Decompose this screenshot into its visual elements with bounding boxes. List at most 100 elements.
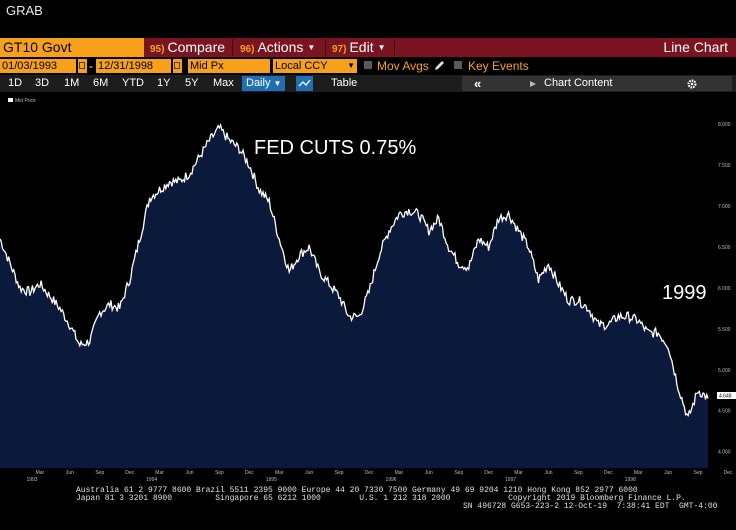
x-tick-month: Jun [664, 470, 672, 476]
gear-icon[interactable] [686, 78, 698, 90]
x-tick-month: Dec [245, 470, 254, 476]
x-tick-month: Jun [425, 470, 433, 476]
last-value-label: 4.648 [719, 394, 732, 400]
x-tick-month: Mar [395, 470, 404, 476]
x-tick-month: Jun [66, 470, 74, 476]
chevron-down-icon: ▼ [273, 79, 282, 88]
date-separator: - [89, 59, 93, 73]
footer-contacts-2: Japan 81 3 3201 8900 Singapore 65 6212 1… [76, 494, 686, 503]
x-tick-month: Dec [365, 470, 374, 476]
range-3d[interactable]: 3D [35, 77, 50, 89]
price-line [0, 122, 709, 417]
y-axis: 4.000 4.500 5.000 5.500 6.000 6.500 7.000 7.500… [718, 122, 731, 455]
start-date-field[interactable]: 01/03/1993 [0, 59, 76, 73]
x-tick-month: Sep [454, 470, 463, 476]
price-field-value: Mid Px [190, 60, 224, 72]
currency-value: Local CCY [275, 60, 328, 72]
y-tick-label: 4.500 [718, 409, 731, 415]
price-area [0, 122, 709, 468]
range-max[interactable]: Max [213, 77, 234, 89]
y-tick-label: 8.000 [718, 122, 731, 128]
chevron-down-icon: ▼ [377, 43, 386, 52]
range-5y[interactable]: 5Y [185, 77, 199, 89]
chart-content-icon [530, 81, 536, 87]
window-title: GRAB [6, 3, 43, 18]
edit-menu-number: 97) [332, 44, 347, 55]
price-chart[interactable]: Mid Price 4.000 4.500 5.000 5.500 6.000 6.500… [0, 92, 736, 484]
calendar-icon[interactable] [78, 59, 87, 73]
x-tick-month: Sep [215, 470, 224, 476]
frequency-value: Daily [246, 77, 271, 89]
x-axis: Mar Jun Sep Dec Mar Jun Sep Dec Mar Jun Sep Dec Mar J… [26, 470, 733, 483]
y-tick-label: 7.000 [718, 204, 731, 210]
legend-swatch [8, 98, 13, 102]
line-chart-icon[interactable] [296, 76, 313, 91]
table-button[interactable]: Table [331, 77, 358, 89]
y-tick-label: 7.500 [718, 163, 731, 169]
y-tick-label: 6.500 [718, 245, 731, 251]
range-1y[interactable]: 1Y [157, 77, 171, 89]
price-area-fill [0, 125, 708, 468]
x-tick-year: 1998 [625, 477, 636, 483]
frequency-select[interactable]: Daily ▼ [242, 76, 286, 91]
x-tick-month: Jun [544, 470, 552, 476]
y-tick-label: 5.500 [718, 327, 731, 333]
mov-avgs-checkbox[interactable] [364, 61, 372, 69]
command-bar [0, 38, 736, 57]
menu-divider [325, 39, 326, 56]
x-tick-month: Dec [484, 470, 493, 476]
price-field-select[interactable]: Mid Px [188, 59, 270, 73]
currency-select[interactable]: Local CCY ▼ [273, 59, 357, 73]
annotation-1999[interactable]: 1999 [662, 282, 707, 304]
end-date-field[interactable]: 12/31/1998 [96, 59, 171, 73]
x-tick-year: 1993 [26, 477, 37, 483]
mov-avgs-label: Mov Avgs [377, 59, 429, 73]
collapse-icon[interactable]: « [474, 76, 482, 91]
x-tick-month: Dec [125, 470, 134, 476]
chart-content-panel [462, 76, 732, 91]
x-tick-month: Mar [155, 470, 164, 476]
x-tick-year: 1994 [146, 477, 157, 483]
compare-menu[interactable]: 95) Compare [150, 38, 225, 57]
last-value-tag [717, 392, 736, 399]
pencil-icon[interactable] [433, 60, 445, 72]
key-events-checkbox[interactable] [454, 61, 462, 69]
chart-content-button[interactable]: Chart Content [544, 77, 613, 89]
x-tick-year: 1995 [266, 477, 277, 483]
x-tick-month: Jun [305, 470, 313, 476]
compare-menu-label: Compare [167, 39, 226, 55]
range-6m[interactable]: 6M [93, 77, 109, 89]
menu-divider [394, 39, 395, 56]
footer-contacts-1: Australia 61 2 9777 8600 Brazil 5511 239… [76, 486, 638, 495]
x-tick-year: 1996 [385, 477, 396, 483]
range-1m[interactable]: 1M [64, 77, 80, 89]
chevron-down-icon: ▼ [347, 61, 355, 70]
x-tick-year: 1997 [505, 477, 516, 483]
x-tick-month: Mar [275, 470, 284, 476]
range-1d[interactable]: 1D [8, 77, 23, 89]
x-tick-month: Dec [724, 470, 733, 476]
x-tick-month: Sep [335, 470, 344, 476]
menu-divider [232, 39, 233, 56]
x-tick-month: Mar [634, 470, 643, 476]
x-tick-month: Sep [694, 470, 703, 476]
actions-menu-label: Actions [257, 39, 304, 55]
x-tick-month: Sep [95, 470, 104, 476]
x-tick-month: Mar [514, 470, 523, 476]
annotation-fed-cuts[interactable]: FED CUTS 0.75% [254, 137, 416, 159]
actions-menu-number: 96) [240, 44, 255, 55]
range-ytd[interactable]: YTD [122, 77, 144, 89]
chart-type-label[interactable]: Line Chart [663, 39, 728, 55]
x-tick-month: Jun [185, 470, 193, 476]
y-tick-label: 4.000 [718, 450, 731, 456]
key-events-label: Key Events [468, 59, 529, 73]
ticker-input[interactable]: GT10 Govt [0, 38, 144, 57]
chevron-down-icon: ▼ [307, 43, 316, 52]
edit-menu[interactable]: 97) Edit ▼ [332, 38, 386, 57]
footer-session: SN 496728 G653-223-2 12-Oct-19 7:38:41 E… [463, 502, 718, 511]
x-tick-month: Mar [36, 470, 45, 476]
actions-menu[interactable]: 96) Actions ▼ [240, 38, 315, 57]
y-tick-label: 5.000 [718, 368, 731, 374]
x-tick-month: Sep [574, 470, 583, 476]
calendar-icon[interactable] [173, 59, 182, 73]
